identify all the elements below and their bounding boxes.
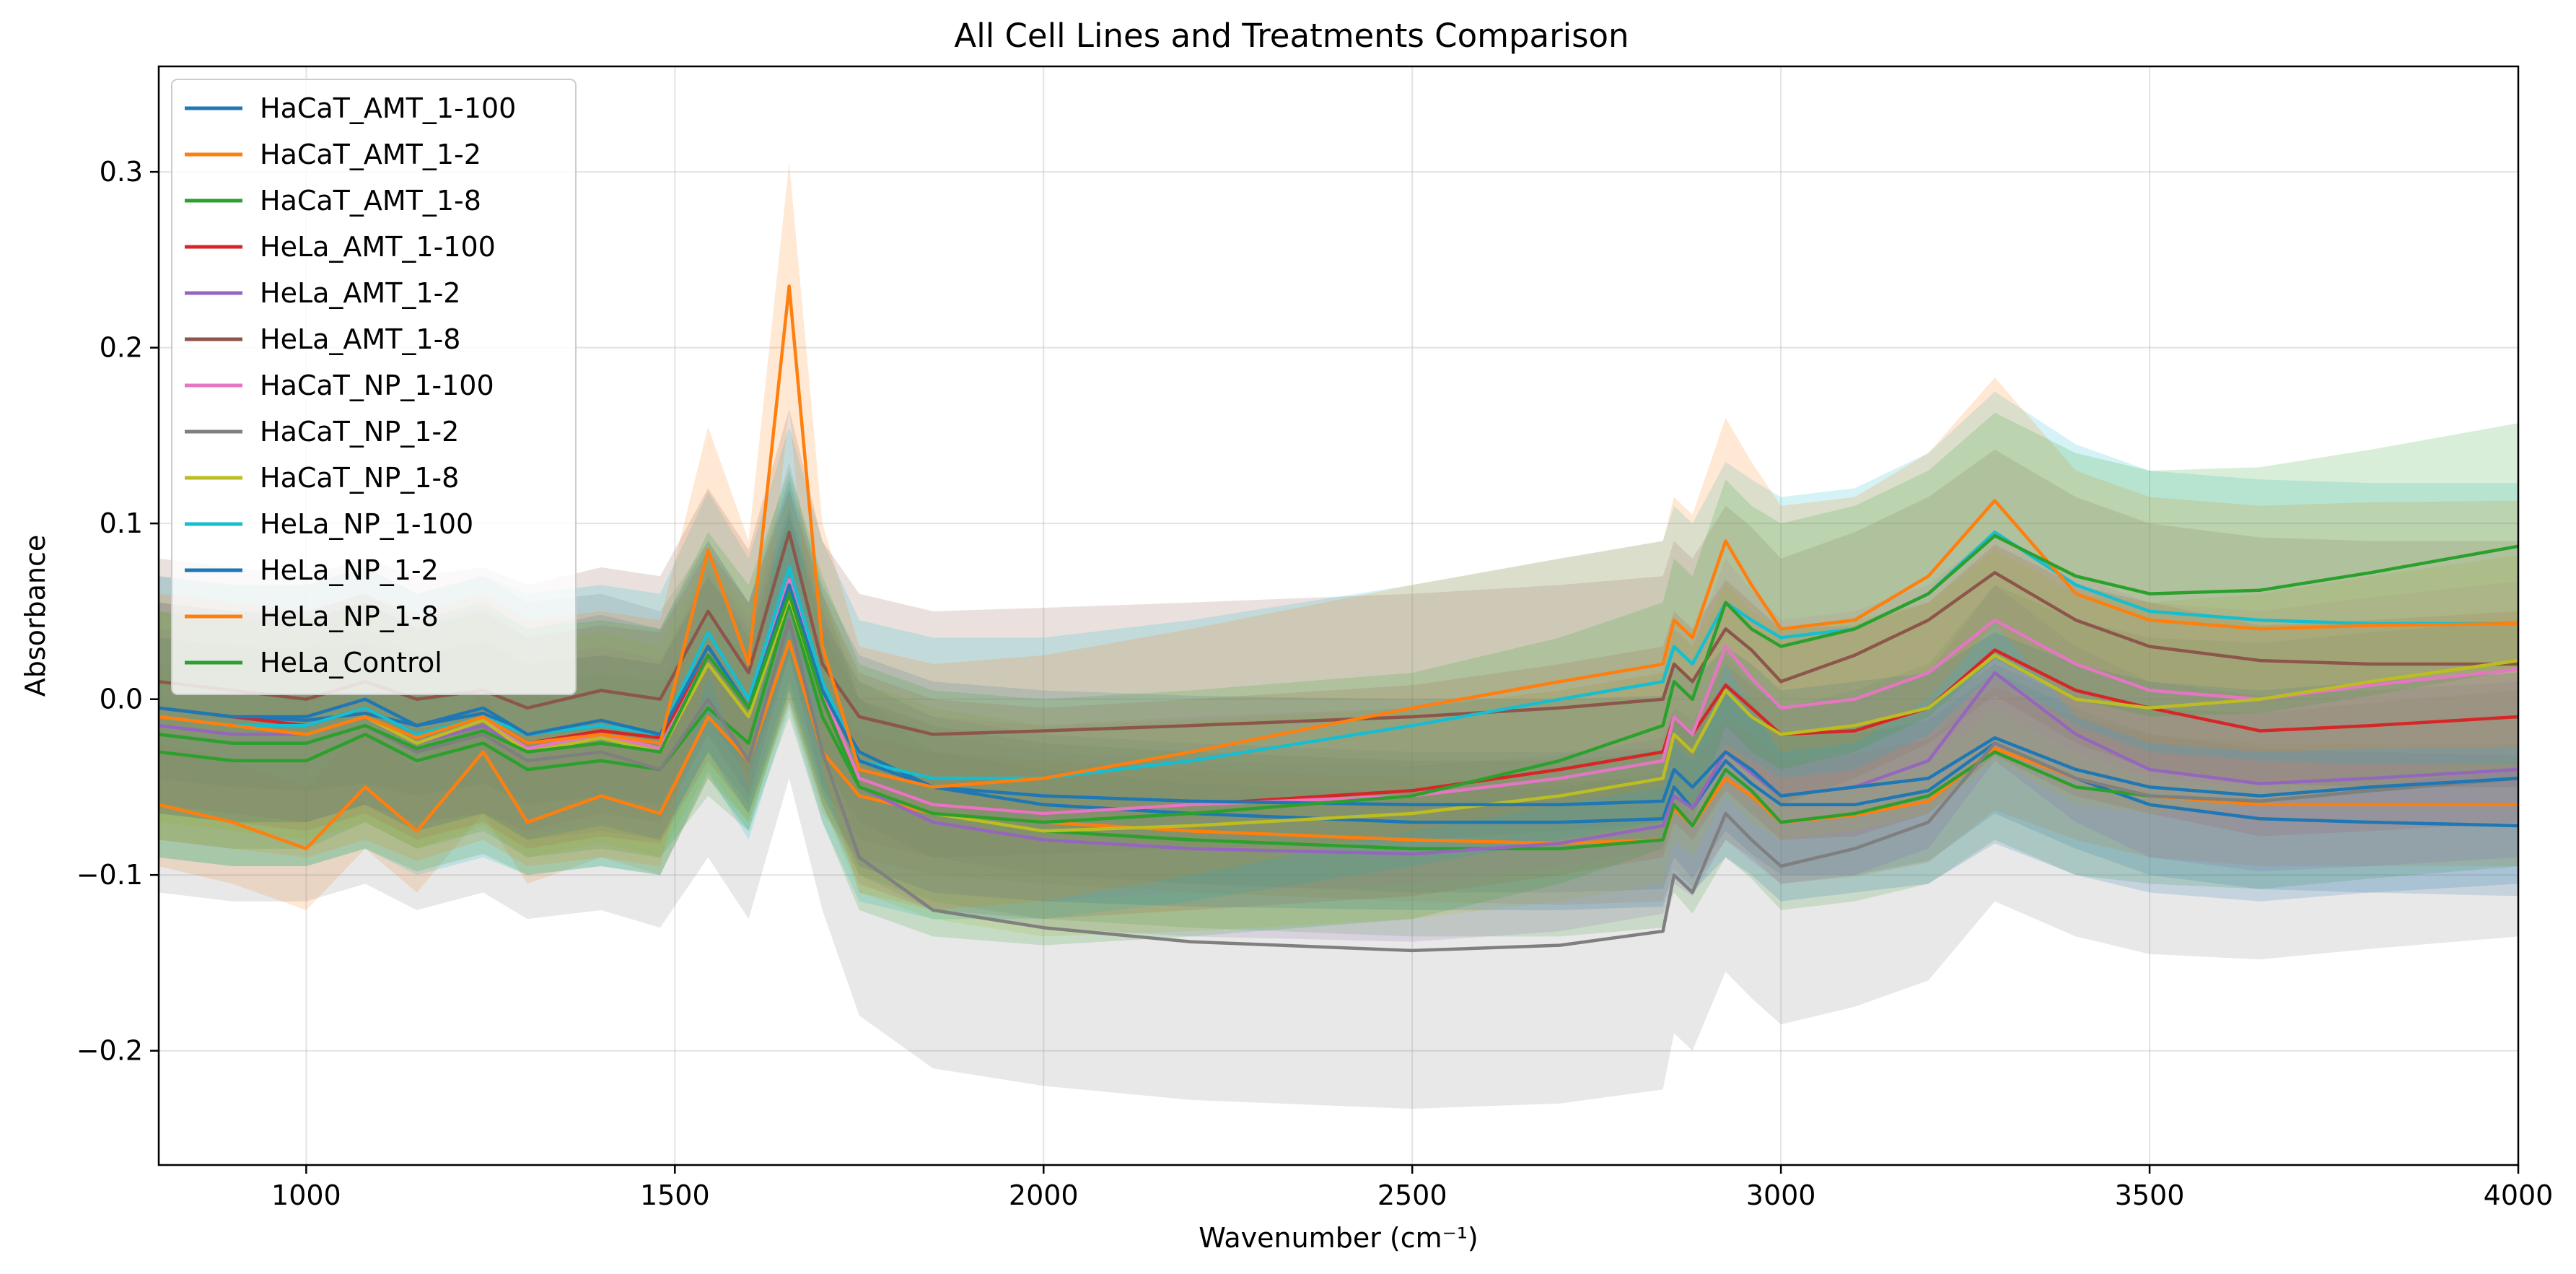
series-band-HaCaT_AMT_1-2 (159, 580, 2518, 910)
legend: HaCaT_AMT_1-100 HaCaT_AMT_1-2 HaCaT_AMT_1-… (171, 79, 577, 695)
legend-label: HeLa_NP_1-2 (260, 554, 439, 586)
x-tick-label: 4000 (2484, 1179, 2554, 1211)
series-band-HaCaT_NP_1-2 (159, 461, 2518, 1109)
x-tick-label: 3500 (2115, 1179, 2185, 1211)
series-line-HeLa_NP_1-8 (158, 284, 2519, 789)
legend-label: HaCaT_AMT_1-100 (260, 92, 516, 124)
legend-label: HaCaT_NP_1-2 (260, 416, 459, 448)
series-band-HeLa_Control (159, 412, 2518, 946)
series-lines (158, 284, 2519, 953)
legend-label: HaCaT_NP_1-8 (260, 462, 459, 494)
x-tick-label: 2500 (1377, 1179, 1447, 1211)
y-tick-label: 0.3 (100, 156, 143, 188)
series-band-HeLa_NP_1-8 (159, 162, 2518, 910)
series-line-HeLa_AMT_1-8 (158, 531, 2518, 736)
legend-label: HeLa_NP_1-100 (260, 508, 473, 540)
x-tick-label: 1000 (271, 1179, 341, 1211)
legend-label: HeLa_AMT_1-100 (260, 231, 496, 263)
x-axis-label: Wavenumber (cm⁻¹) (1199, 1222, 1478, 1254)
series-line-HaCaT_NP_1-8 (158, 595, 2519, 833)
legend-label: HeLa_NP_1-8 (260, 601, 439, 632)
series-line-HaCaT_NP_1-2 (158, 618, 2519, 953)
y-tick-label: 0.1 (100, 507, 143, 539)
y-tick-label: −0.2 (76, 1035, 143, 1067)
legend-label: HeLa_AMT_1-8 (260, 323, 460, 355)
series-band-HaCaT_AMT_1-8 (159, 515, 2518, 937)
legend-label: HaCaT_AMT_1-2 (260, 139, 481, 170)
legend-label: HaCaT_AMT_1-8 (260, 185, 481, 217)
series-line-HeLa_AMT_1-2 (158, 592, 2519, 856)
legend-label: HeLa_AMT_1-2 (260, 277, 460, 309)
series-band-HaCaT_NP_1-8 (159, 492, 2518, 937)
series-line-HeLa_Control (158, 533, 2519, 824)
y-tick-label: 0.2 (100, 332, 143, 364)
legend-label: HaCaT_NP_1-100 (260, 370, 494, 401)
series-line-HeLa_NP_1-100 (158, 531, 2518, 780)
series-line-HaCaT_AMT_1-8 (158, 601, 2519, 850)
plot-frame (157, 65, 2520, 1166)
y-tick-label: −0.1 (76, 859, 143, 891)
x-tick-label: 3000 (1746, 1179, 1816, 1211)
chart-title: All Cell Lines and Treatments Comparison (954, 17, 1629, 55)
series-band-HeLa_AMT_1-8 (159, 409, 2518, 858)
x-tick-label: 1500 (640, 1179, 710, 1211)
legend-label: HeLa_Control (260, 647, 442, 679)
legend-box (171, 79, 577, 695)
y-axis-label: Absorbance (19, 535, 51, 697)
x-tick-label: 2000 (1009, 1179, 1079, 1211)
series-line-HeLa_NP_1-2 (158, 583, 2519, 807)
series-band-HeLa_AMT_1-100 (159, 488, 2518, 920)
y-tick-label: 0.0 (100, 684, 143, 715)
axis-ticks: 1000 1500 2000 2500 3000 3500 4000 −0.2 −0.1 0.0 0… (76, 156, 2554, 1211)
series-band-HeLa_AMT_1-2 (159, 505, 2518, 942)
series-band-HeLa_NP_1-100 (159, 391, 2518, 920)
